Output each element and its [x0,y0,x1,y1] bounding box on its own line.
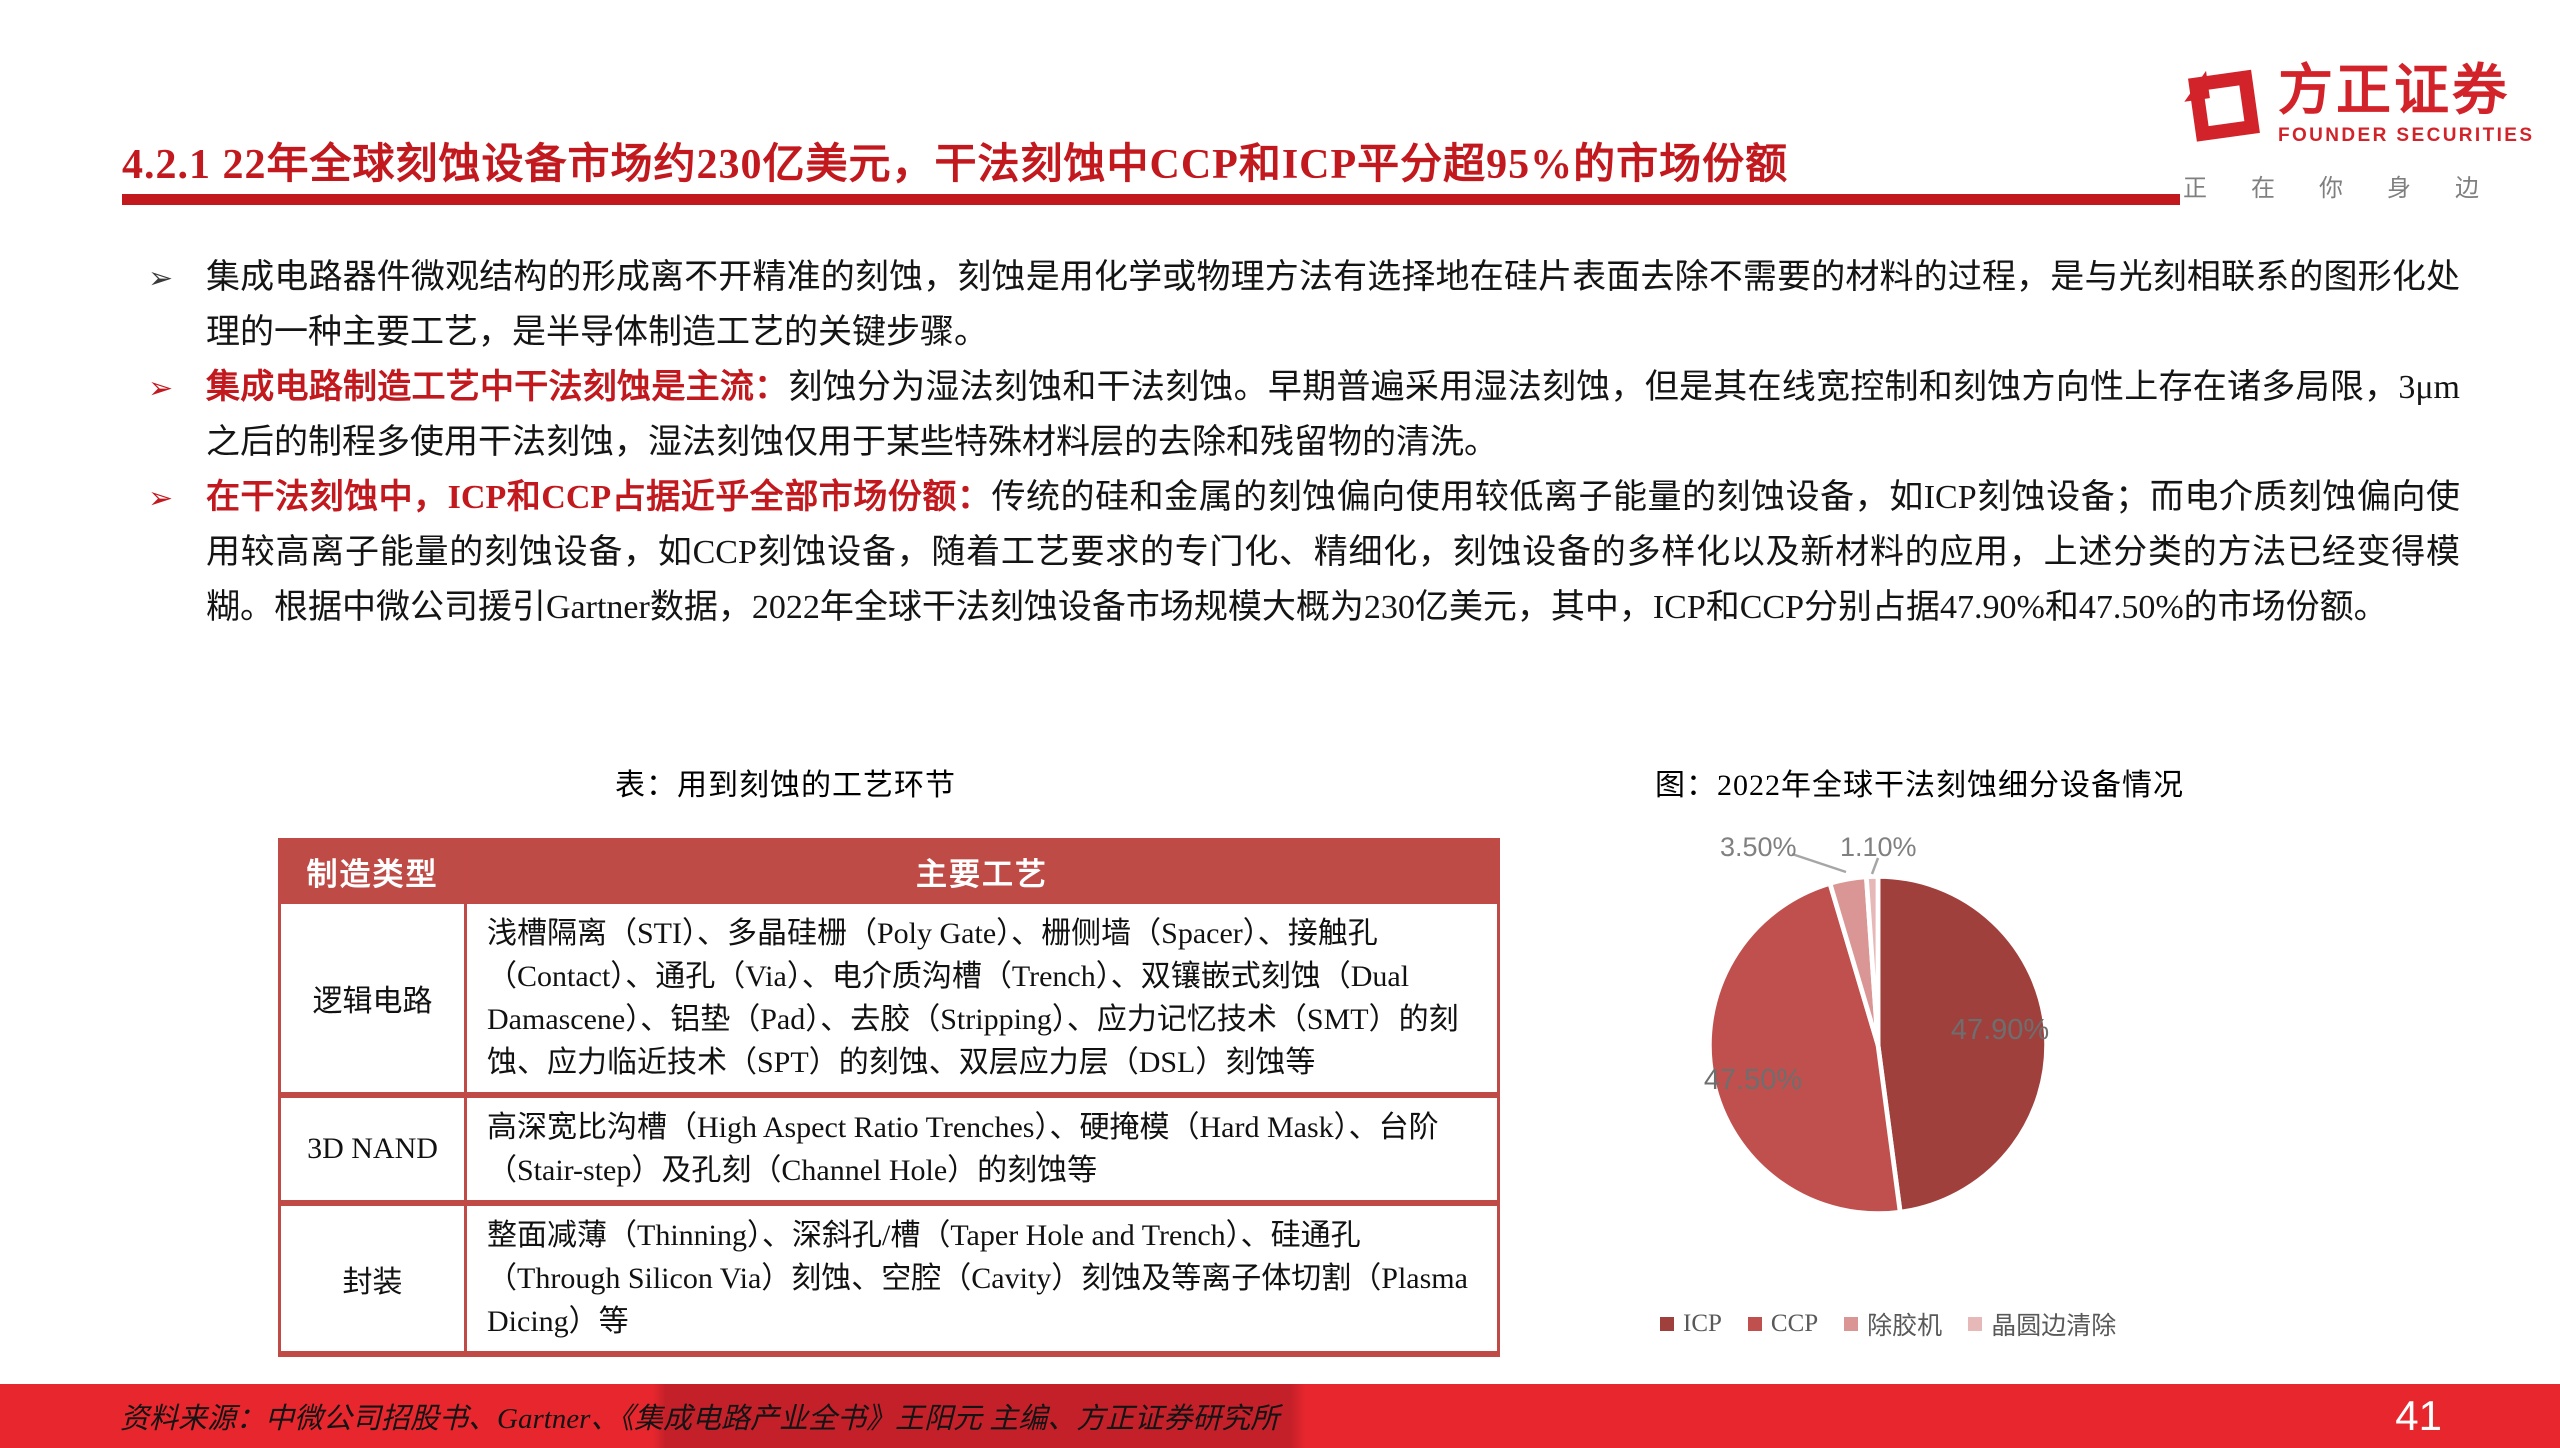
legend-label: 除胶机 [1867,1313,1943,1340]
legend-swatch-wafer-edge [1968,1317,1983,1331]
table-row: 封装 整面减薄（Thinning）、深斜孔/槽（Taper Hole and T… [278,1200,1500,1357]
legend-swatch-ccp [1747,1317,1762,1331]
legend-swatch-icp [1660,1317,1674,1331]
legend-item-wafer-edge: 晶圆边清除 [1968,1306,2116,1342]
pie-outside-label-glue-stripper: 3.50% [1720,832,1797,862]
table-row: 3D NAND 高深宽比沟槽（High Aspect Ratio Trenche… [278,1092,1500,1206]
arrow-bullet-icon: ➢ [148,372,174,405]
logo-tagline: 正在你身边 [2183,176,2523,202]
pie-chart-area: 3.50% 1.10% 47.90% 47.50% ICP CCP 除胶机 晶圆… [1620,820,2180,1365]
legend-swatch-glue-stripper [1844,1317,1859,1331]
footer-bar: 资料来源：中微公司招股书、Gartner、《集成电路产业全书》王阳元 主编、方正… [0,1384,2560,1448]
legend-label: 晶圆边清除 [1991,1313,2117,1340]
chart-caption: 图：2022年全球干法刻蚀细分设备情况 [1655,769,2184,802]
cell-manufacture-type: 封装 [278,1200,467,1357]
column-header-type: 制造类型 [278,838,467,904]
title-underline [122,194,2180,205]
arrow-bullet-icon: ➢ [148,482,174,515]
cell-manufacture-type: 3D NAND [278,1092,467,1206]
bullet-list: ➢ 集成电路器件微观结构的形成离不开精准的刻蚀，刻蚀是用化学或物理方法有选择地在硅… [148,250,2460,635]
bullet-text: 集成电路器件微观结构的形成离不开精准的刻蚀，刻蚀是用化学或物理方法有选择地在硅片… [206,259,2460,351]
cell-main-process: 高深宽比沟槽（High Aspect Ratio Trenches）、硬掩模（H… [464,1092,1500,1206]
etch-process-table: 制造类型 主要工艺 逻辑电路 浅槽隔离（STI）、多晶硅栅（Poly Gate）… [278,838,1500,1357]
pie-slice-ICP [1875,874,2049,1215]
bullet-text: 传统的硅和金属的刻蚀偏向使用较低离子能量的刻蚀设备，如ICP刻蚀设备；而电介质刻… [206,479,2461,626]
bullet-lead: 在干法刻蚀中，ICP和CCP占据近乎全部市场份额： [206,479,992,516]
source-note: 资料来源：中微公司招股书、Gartner、《集成电路产业全书》王阳元 主编、方正… [120,1403,1280,1435]
pie-inside-label-ccp: 47.50% [1703,1064,1803,1096]
bullet-item-2: ➢ 集成电路制造工艺中干法刻蚀是主流：刻蚀分为湿法刻蚀和干法刻蚀。早期普遍采用湿法… [148,360,2460,470]
cell-main-process: 整面减薄（Thinning）、深斜孔/槽（Taper Hole and Tren… [464,1200,1500,1357]
bullet-item-1: ➢ 集成电路器件微观结构的形成离不开精准的刻蚀，刻蚀是用化学或物理方法有选择地在硅… [148,250,2460,360]
legend-item-icp: ICP [1660,1310,1722,1338]
table-row: 逻辑电路 浅槽隔离（STI）、多晶硅栅（Poly Gate）、栅侧墙（Space… [278,898,1500,1098]
legend-item-glue-stripper: 除胶机 [1844,1306,1942,1342]
pie-slice-晶圆边清除 [1863,873,1881,1048]
cell-main-process: 浅槽隔离（STI）、多晶硅栅（Poly Gate）、栅侧墙（Spacer）、接触… [464,898,1500,1098]
chart-legend: ICP CCP 除胶机 晶圆边清除 [1660,1306,2116,1342]
founder-cube-icon [2180,62,2266,153]
table-caption: 表：用到刻蚀的工艺环节 [615,769,956,802]
table-header-row: 制造类型 主要工艺 [278,838,1500,904]
company-logo: 方正证券 FOUNDER SECURITIES 正在你身边 [2180,59,2535,203]
pie-inside-label-icp: 47.90% [1950,1014,2050,1046]
logo-name-cn: 方正证券 [2278,59,2511,121]
bullet-lead: 集成电路制造工艺中干法刻蚀是主流： [206,369,789,406]
legend-label: CCP [1770,1310,1819,1337]
page-number: 41 [2395,1392,2442,1439]
logo-name-en: FOUNDER SECURITIES [2278,124,2535,146]
bullet-item-3: ➢ 在干法刻蚀中，ICP和CCP占据近乎全部市场份额：传统的硅和金属的刻蚀偏向使用… [148,470,2460,635]
legend-label: ICP [1683,1310,1722,1337]
cell-manufacture-type: 逻辑电路 [278,898,467,1098]
legend-item-ccp: CCP [1747,1310,1819,1338]
column-header-process: 主要工艺 [464,838,1500,904]
page-title: 4.2.1 22年全球刻蚀设备市场约230亿美元，干法刻蚀中CCP和ICP平分超… [122,142,1789,189]
arrow-bullet-icon: ➢ [148,262,174,295]
pie-outside-label-wafer-edge: 1.10% [1840,832,1917,862]
bullet-text: 刻蚀分为湿法刻蚀和干法刻蚀。早期普遍采用湿法刻蚀，但是其在线宽控制和刻蚀方向性上… [206,369,2461,461]
pie-chart-svg [1707,873,2049,1216]
